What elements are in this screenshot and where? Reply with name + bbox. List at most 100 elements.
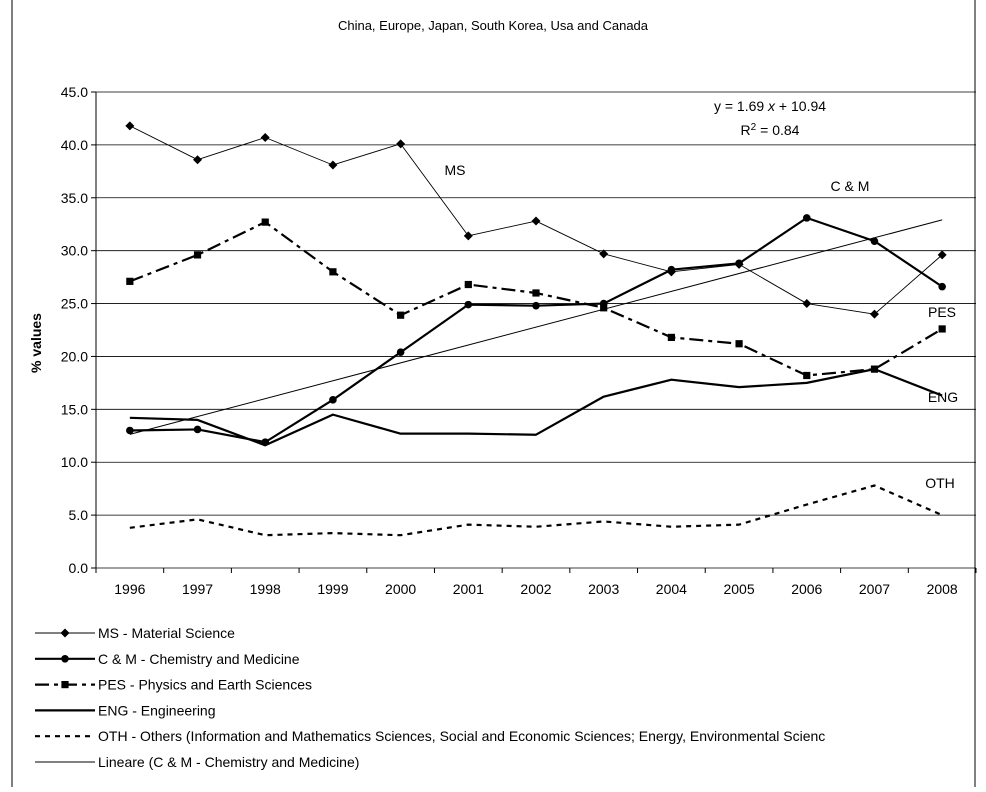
- x-tick-label: 2002: [520, 581, 551, 597]
- y-tick-label: 5.0: [69, 507, 89, 523]
- ms-point: [260, 132, 270, 142]
- series-end-labels: MS C & M PES ENG OTH: [445, 162, 959, 491]
- cm-point: [61, 655, 69, 663]
- ms-point: [193, 155, 203, 165]
- x-tick-labels: 1996 1997 1998 1999 2000 2001 2002 2003 2004 2005…: [114, 581, 958, 597]
- y-tick-label: 15.0: [61, 401, 88, 417]
- ms-point: [937, 250, 947, 260]
- x-tick-label: 2000: [385, 581, 416, 597]
- chart-title: China, Europe, Japan, South Korea, Usa a…: [338, 18, 649, 33]
- trendline-r2: R2 = 0.84: [741, 122, 800, 139]
- pes-point: [532, 289, 540, 297]
- label-ms: MS: [445, 162, 466, 178]
- cm-point: [667, 265, 676, 274]
- cm-point: [396, 348, 405, 357]
- y-tick-label: 25.0: [61, 296, 88, 312]
- pes-point: [735, 340, 743, 348]
- cm-point: [938, 282, 946, 291]
- y-axis-label: % values: [28, 313, 44, 373]
- y-tick-label: 40.0: [61, 137, 88, 153]
- legend: MS - Material Science C & M - Chemistry a…: [35, 625, 825, 770]
- x-tick-label: 1999: [317, 581, 348, 597]
- label-eng: ENG: [928, 389, 958, 405]
- ms-point: [328, 160, 338, 170]
- x-tick-label: 1998: [250, 581, 281, 597]
- label-pes: PES: [928, 304, 956, 320]
- cm-point: [126, 426, 134, 435]
- pes-point: [61, 681, 69, 689]
- pes-point: [464, 280, 472, 289]
- legend-item-cm: C & M - Chemistry and Medicine: [35, 651, 300, 667]
- cm-point: [802, 214, 811, 222]
- trendline-equation: y = 1.69 x + 10.94: [714, 98, 826, 114]
- legend-label: ENG - Engineering: [98, 702, 216, 718]
- x-tick-label: 2001: [453, 581, 484, 597]
- y-tick-label: 30.0: [61, 243, 88, 259]
- pes-line: [129, 221, 943, 377]
- x-tick-label: 2008: [927, 581, 958, 597]
- ms-point: [531, 216, 541, 226]
- series-lines: [125, 121, 947, 537]
- label-cm: C & M: [831, 178, 870, 194]
- x-tick-label: 2006: [791, 581, 822, 597]
- ms-point: [869, 309, 879, 319]
- series-cm: [126, 214, 946, 446]
- ms-point: [396, 139, 406, 149]
- legend-label: MS - Material Science: [98, 625, 235, 641]
- oth-line: [129, 484, 943, 537]
- ms-point: [463, 231, 473, 241]
- series-pes: [126, 218, 946, 380]
- y-tick-label: 20.0: [61, 348, 88, 364]
- series-eng: [129, 368, 943, 447]
- series-oth: [129, 484, 943, 537]
- y-tick-labels: 0.0 5.0 10.0 15.0 20.0 25.0 30.0 35.0 40.0 45.0: [61, 84, 88, 576]
- eng-line: [129, 368, 943, 447]
- legend-item-trend: Lineare (C & M - Chemistry and Medicine): [35, 754, 359, 770]
- x-tick-label: 1997: [182, 581, 213, 597]
- pes-point: [329, 268, 337, 276]
- legend-label: Lineare (C & M - Chemistry and Medicine): [98, 754, 359, 770]
- x-tick-label: 1996: [114, 581, 145, 597]
- pes-point: [600, 304, 608, 312]
- y-tick-label: 45.0: [61, 84, 88, 100]
- legend-item-pes: PES - Physics and Earth Sciences: [35, 677, 312, 693]
- ms-point: [60, 628, 70, 638]
- y-tick-label: 35.0: [61, 190, 88, 206]
- legend-label: OTH - Others (Information and Mathematic…: [98, 728, 825, 744]
- x-tick-label: 2004: [656, 581, 687, 597]
- cm-point: [329, 396, 337, 404]
- legend-label: PES - Physics and Earth Sciences: [98, 677, 312, 693]
- cm-point: [532, 301, 540, 310]
- pes-point: [193, 251, 202, 259]
- pes-point: [126, 277, 134, 285]
- x-tick-label: 2003: [588, 581, 619, 597]
- trendline: [129, 219, 943, 435]
- cm-point: [193, 425, 202, 434]
- legend-label: C & M - Chemistry and Medicine: [98, 651, 300, 667]
- x-tick-label: 2007: [859, 581, 890, 597]
- y-tick-label: 0.0: [69, 560, 89, 576]
- ms-point: [125, 121, 135, 131]
- pes-point: [667, 333, 675, 342]
- trendline-line: [129, 219, 943, 435]
- pes-point: [397, 311, 405, 319]
- legend-item-ms: MS - Material Science: [35, 625, 235, 641]
- cm-point: [870, 237, 879, 245]
- x-tick-label: 2005: [723, 581, 754, 597]
- gridlines: [91, 91, 977, 573]
- pes-point: [938, 325, 946, 333]
- cm-point: [735, 259, 743, 268]
- ms-point: [599, 249, 609, 259]
- y-tick-label: 10.0: [61, 454, 88, 470]
- ms-point: [802, 299, 812, 309]
- pes-point: [261, 218, 269, 226]
- cm-point: [464, 300, 473, 309]
- pes-point: [803, 371, 811, 380]
- legend-item-oth: OTH - Others (Information and Mathematic…: [35, 728, 825, 744]
- series-ms: [125, 121, 947, 319]
- legend-item-eng: ENG - Engineering: [35, 702, 216, 718]
- label-oth: OTH: [925, 475, 955, 491]
- cm-line: [129, 216, 943, 444]
